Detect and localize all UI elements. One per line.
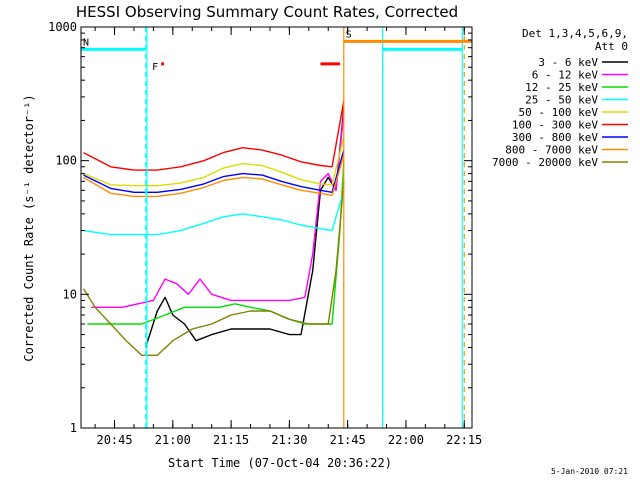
legend-label-4: 50 - 100 keV — [519, 106, 599, 119]
series-line-1 — [91, 112, 345, 308]
x-tick-label-1: 21:00 — [155, 433, 191, 447]
x-tick-label-4: 21:45 — [330, 433, 366, 447]
legend-label-5: 100 - 300 keV — [512, 119, 598, 132]
flag-label-0: N — [83, 37, 89, 48]
x-tick-label-2: 21:15 — [213, 433, 249, 447]
legend-label-2: 12 - 25 keV — [525, 81, 598, 94]
plot-frame — [80, 26, 473, 429]
flag-layer: N F S — [81, 27, 472, 428]
y-tick-label-1: 10 — [63, 287, 77, 301]
legend-label-1: 6 - 12 keV — [532, 69, 599, 82]
y-tick-label-2: 100 — [55, 154, 77, 168]
x-tick-label-3: 21:30 — [271, 433, 307, 447]
legend-label-6: 300 - 800 keV — [512, 131, 598, 144]
x-tick-label-5: 22:00 — [388, 433, 424, 447]
series-line-8 — [82, 181, 345, 356]
x-tick-label-6: 22:15 — [446, 433, 482, 447]
y-axis-label: Corrected Count Rate (s⁻¹ detector⁻¹) — [22, 94, 36, 361]
series-line-5 — [83, 100, 345, 171]
flag-label-3: S — [346, 29, 352, 40]
chart-title: HESSI Observing Summary Count Rates, Cor… — [76, 3, 458, 21]
legend-label-7: 800 - 7000 keV — [505, 144, 598, 157]
legend-header-line-1: Det 1,3,4,5,6,9, — [522, 27, 628, 40]
y-tick-label-3: 1000 — [48, 20, 77, 34]
legend-label-0: 3 - 6 keV — [538, 56, 598, 69]
legend-label-8: 7000 - 20000 keV — [492, 156, 598, 169]
series-line-0 — [144, 107, 345, 348]
series-line-3 — [83, 190, 345, 236]
x-tick-label-0: 20:45 — [96, 433, 132, 447]
flag-label-1: F — [152, 62, 158, 73]
series-layer — [82, 100, 345, 356]
legend-header-line-2: Att 0 — [595, 40, 628, 53]
series-line-7 — [83, 154, 345, 198]
series-line-6 — [83, 149, 345, 194]
x-axis-label: Start Time (07-Oct-04 20:36:22) — [168, 456, 392, 470]
legend-label-3: 25 - 50 keV — [525, 94, 598, 107]
y-tick-label-0: 1 — [70, 421, 77, 435]
series-line-4 — [83, 136, 345, 187]
generation-timestamp: 5-Jan-2010 07:21 — [551, 467, 628, 476]
axis-layer: 20:45 21:00 21:15 21:30 21:45 22:00 22:15 1 10 10… — [48, 20, 482, 447]
